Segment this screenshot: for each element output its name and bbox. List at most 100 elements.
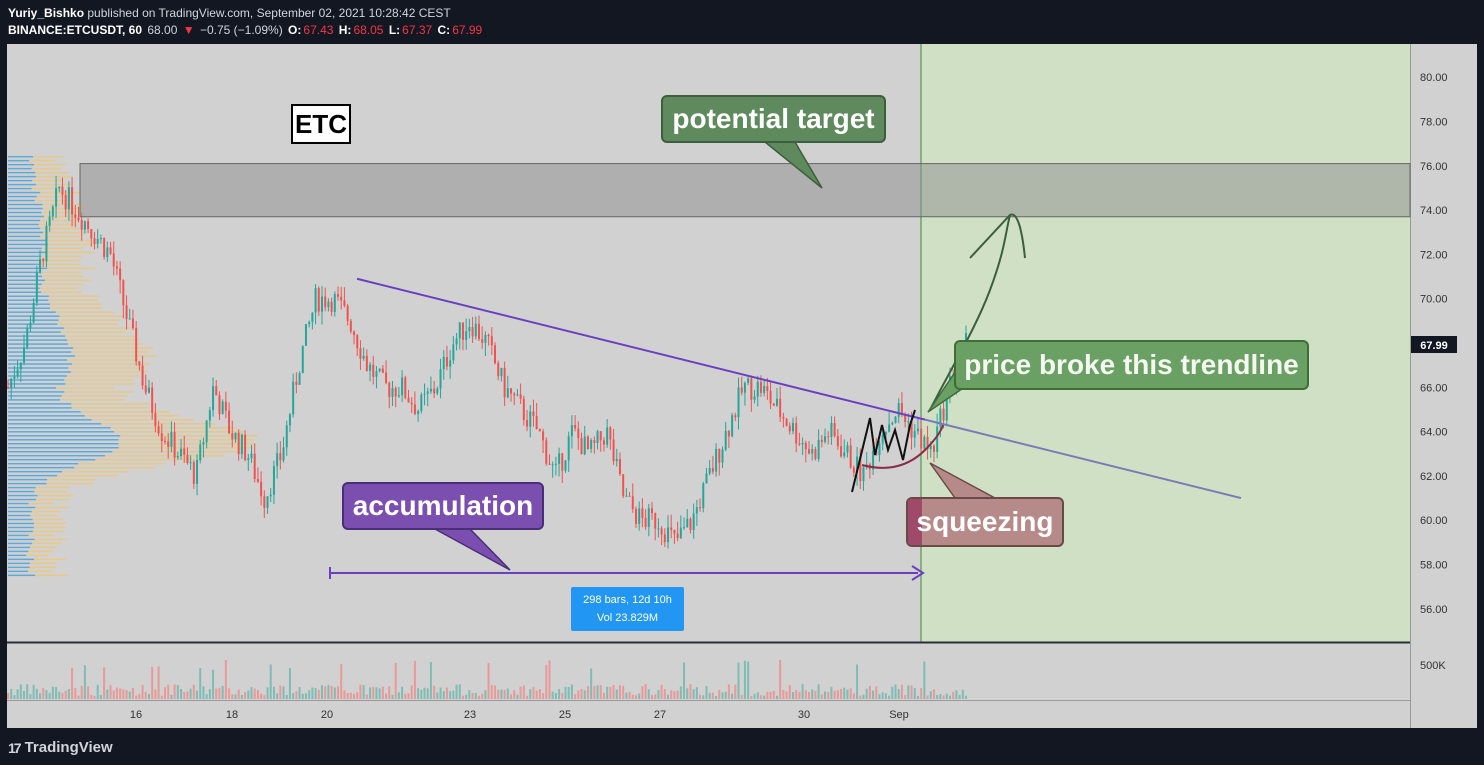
profile-bar-down [36,175,71,178]
candle-body [593,440,596,443]
volume-bar [487,662,490,699]
profile-bar-up [8,211,42,214]
volume-bar [42,687,45,699]
candle-body [574,425,577,429]
author-name[interactable]: Yuriy_Bishko [8,6,85,20]
profile-bar-up [8,259,41,262]
volume-bar [106,689,109,699]
volume-bar [907,685,910,699]
volume-bar [657,690,660,699]
candle-body [74,214,77,218]
volume-bar [250,687,253,699]
profile-bar-down [40,227,80,230]
candle-body [734,415,737,418]
squeezing-label[interactable]: squeezing [906,497,1064,547]
candle-body [359,348,362,359]
candle-body [481,339,484,343]
time-axis[interactable] [7,700,1410,728]
volume-bar [330,686,333,699]
candle-body [558,453,561,464]
candle-body [263,496,266,508]
profile-bar-up [8,486,36,489]
candle-body [779,398,782,417]
volume-bar [737,662,740,699]
volume-bar [506,688,509,699]
profile-bar-down [32,542,62,545]
symbol-label[interactable]: BINANCE:ETCUSDT, 60 [8,23,143,37]
candle-body [433,388,436,394]
price-change: −0.75 (−1.09%) [199,23,283,37]
candle-body [849,445,852,468]
volume-bar [417,688,420,699]
time-tick-label: 25 [559,709,571,721]
candle-body [513,393,516,396]
profile-bar-down [65,383,136,385]
volume-bar [593,686,596,699]
candle-body [90,229,93,239]
candle-body [526,420,529,427]
profile-bar-up [8,207,43,210]
candle-body [234,432,237,440]
volume-bar [795,689,798,699]
profile-bar-down [120,435,258,437]
candle-body [304,324,307,346]
candle-body [708,468,711,474]
price-axis[interactable] [1411,44,1477,728]
candle-body [811,449,814,454]
candle-body [625,495,628,497]
etc-label[interactable]: ETC [291,104,351,144]
volume-bar [276,693,279,699]
volume-bars [7,659,967,699]
potential-target-label[interactable]: potential target [661,95,886,143]
profile-bar-up [8,303,51,305]
profile-bar-up [8,446,119,449]
profile-bar-down [48,299,98,301]
volume-bar [618,685,621,699]
volume-bar [958,694,961,699]
tradingview-logo-icon: 17 [8,739,22,756]
candle-body [715,448,718,472]
volume-bar [756,692,759,699]
candle-body [759,381,762,393]
candle-body [170,431,173,447]
profile-bar-up [8,343,69,345]
profile-bar-down [45,239,92,242]
candle-body [221,401,224,415]
candle-body [189,462,192,464]
time-tick-label: Sep [889,709,909,721]
volume-bar [759,695,762,699]
volume-pane[interactable] [7,643,1410,700]
volume-bar [183,691,186,699]
candle-body [830,422,833,437]
volume-bar [173,684,176,699]
squeeze-curve [861,424,944,469]
candle-body [477,323,480,340]
profile-bar-down [34,199,68,202]
measure-bars-text: 298 bars, 12d 10h [583,594,672,606]
volume-bar [814,690,817,699]
candle-body [7,387,9,389]
profile-bar-down [40,259,80,262]
candle-body [910,421,913,438]
price-broke-label[interactable]: price broke this trendline [954,340,1309,390]
price-tick-label: 74.00 [1420,205,1448,217]
profile-bar-up [8,255,42,258]
accumulation-label[interactable]: accumulation [342,482,544,530]
volume-bar [426,688,429,699]
volume-bar [513,690,516,699]
candle-body [83,221,86,230]
time-tick-label: 23 [464,709,476,721]
measure-info-box[interactable]: 298 bars, 12d 10h Vol 23.829M [571,587,684,631]
candle-body [577,428,580,439]
profile-bar-up [8,263,41,266]
time-tick-label: 27 [654,709,666,721]
profile-bar-down [37,494,74,497]
down-arrow-icon: ▼ [182,23,195,37]
candle-body [872,450,875,470]
candle-body [176,456,179,458]
volume-bar [64,690,67,699]
candle-body [272,466,275,495]
profile-bar-up [8,311,56,313]
tradingview-logo[interactable]: 17 TradingView [8,739,113,756]
profile-bar-up [8,427,111,429]
